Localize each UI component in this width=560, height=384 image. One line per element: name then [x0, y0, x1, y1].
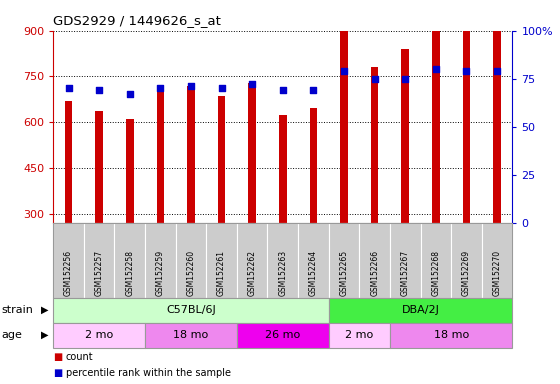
Point — [401, 76, 410, 82]
Point — [95, 87, 104, 93]
Text: GDS2929 / 1449626_s_at: GDS2929 / 1449626_s_at — [53, 14, 221, 27]
Bar — [463, 0, 470, 223]
Text: GSM152265: GSM152265 — [339, 250, 348, 296]
Text: age: age — [1, 330, 22, 340]
Text: ▶: ▶ — [41, 305, 49, 315]
Bar — [95, 111, 103, 223]
Point — [217, 85, 226, 91]
Text: percentile rank within the sample: percentile rank within the sample — [66, 368, 231, 378]
Text: C57BL/6J: C57BL/6J — [166, 305, 216, 315]
Point — [370, 76, 379, 82]
Point — [186, 83, 195, 89]
Point — [64, 85, 73, 91]
Text: GSM152256: GSM152256 — [64, 250, 73, 296]
Point — [493, 68, 502, 74]
Text: GSM152269: GSM152269 — [462, 250, 471, 296]
Text: ■: ■ — [53, 352, 63, 362]
Point — [278, 87, 287, 93]
Text: ▶: ▶ — [41, 330, 49, 340]
Point — [462, 68, 471, 74]
Text: GSM152268: GSM152268 — [431, 250, 440, 296]
Bar — [65, 101, 72, 223]
Bar — [157, 90, 164, 223]
Text: GSM152267: GSM152267 — [401, 250, 410, 296]
Text: 18 mo: 18 mo — [433, 330, 469, 340]
Bar — [310, 108, 317, 223]
Text: GSM152264: GSM152264 — [309, 250, 318, 296]
Point — [309, 87, 318, 93]
Text: strain: strain — [1, 305, 33, 315]
Text: GSM152259: GSM152259 — [156, 250, 165, 296]
Text: count: count — [66, 352, 93, 362]
Point — [156, 85, 165, 91]
Bar — [340, 0, 348, 223]
Text: DBA/2J: DBA/2J — [402, 305, 440, 315]
Text: 18 mo: 18 mo — [174, 330, 208, 340]
Bar — [371, 67, 379, 223]
Bar — [402, 49, 409, 223]
Bar — [432, 22, 440, 223]
Bar — [126, 119, 133, 223]
Point — [248, 81, 256, 88]
Text: GSM152270: GSM152270 — [493, 250, 502, 296]
Text: GSM152261: GSM152261 — [217, 250, 226, 296]
Text: GSM152257: GSM152257 — [95, 250, 104, 296]
Bar — [493, 0, 501, 223]
Text: GSM152260: GSM152260 — [186, 250, 195, 296]
Text: GSM152263: GSM152263 — [278, 250, 287, 296]
Text: 26 mo: 26 mo — [265, 330, 300, 340]
Point — [339, 68, 348, 74]
Text: 2 mo: 2 mo — [345, 330, 374, 340]
Point — [125, 91, 134, 97]
Bar — [279, 114, 287, 223]
Text: GSM152258: GSM152258 — [125, 250, 134, 296]
Text: GSM152266: GSM152266 — [370, 250, 379, 296]
Point — [431, 66, 440, 72]
Bar — [218, 96, 225, 223]
Bar — [187, 86, 195, 223]
Bar — [249, 83, 256, 223]
Text: GSM152262: GSM152262 — [248, 250, 256, 296]
Text: 2 mo: 2 mo — [85, 330, 113, 340]
Text: ■: ■ — [53, 368, 63, 378]
